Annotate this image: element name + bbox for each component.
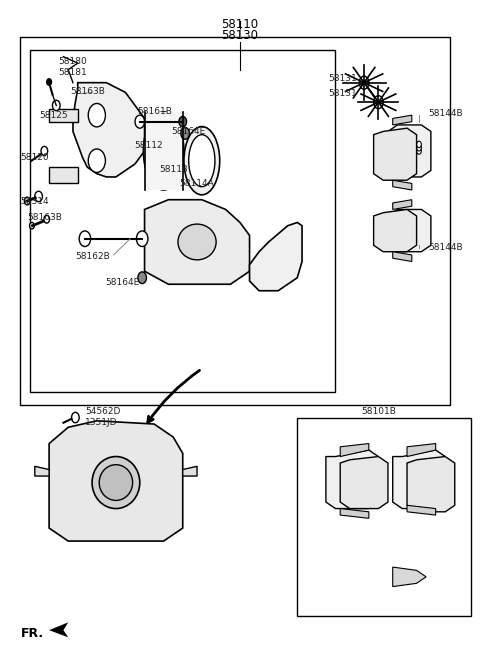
Text: 58163B: 58163B	[71, 87, 106, 95]
Ellipse shape	[99, 465, 132, 500]
Circle shape	[52, 100, 60, 110]
Circle shape	[373, 96, 383, 108]
Polygon shape	[373, 128, 417, 180]
Circle shape	[41, 146, 48, 155]
Text: 58110: 58110	[221, 18, 259, 31]
Text: 58161B: 58161B	[137, 108, 172, 116]
Polygon shape	[49, 421, 183, 541]
Polygon shape	[340, 443, 369, 456]
Circle shape	[179, 116, 187, 127]
Circle shape	[88, 103, 106, 127]
Polygon shape	[407, 456, 455, 512]
Text: 58125: 58125	[39, 110, 68, 119]
Circle shape	[30, 223, 34, 229]
Text: 58114A: 58114A	[179, 179, 214, 188]
Polygon shape	[393, 450, 445, 509]
Polygon shape	[49, 622, 68, 637]
Polygon shape	[393, 115, 412, 125]
Polygon shape	[373, 210, 417, 251]
Text: 58162B: 58162B	[75, 252, 110, 261]
Text: 58314: 58314	[21, 197, 49, 206]
Text: 58144B: 58144B	[429, 109, 463, 118]
Circle shape	[47, 79, 51, 86]
Ellipse shape	[178, 224, 216, 260]
Polygon shape	[183, 466, 197, 476]
Text: 58131: 58131	[328, 74, 357, 83]
Polygon shape	[393, 251, 412, 261]
Text: 1351JD: 1351JD	[85, 418, 118, 427]
Text: 58180
58181: 58180 58181	[59, 57, 87, 77]
Polygon shape	[340, 456, 388, 509]
Text: 58131: 58131	[328, 89, 357, 98]
Polygon shape	[340, 509, 369, 518]
Ellipse shape	[148, 120, 179, 182]
Circle shape	[369, 476, 373, 483]
Circle shape	[24, 197, 30, 205]
Polygon shape	[388, 210, 431, 251]
Circle shape	[417, 141, 421, 148]
Text: FR.: FR.	[21, 627, 44, 640]
Circle shape	[369, 479, 373, 486]
Polygon shape	[144, 200, 250, 284]
Ellipse shape	[184, 127, 220, 195]
Polygon shape	[35, 466, 49, 476]
Circle shape	[72, 412, 79, 422]
Polygon shape	[388, 125, 431, 177]
Circle shape	[35, 191, 42, 202]
Circle shape	[360, 76, 369, 89]
Ellipse shape	[181, 127, 190, 139]
Text: 58120: 58120	[21, 153, 49, 162]
Polygon shape	[407, 505, 436, 515]
Polygon shape	[250, 223, 302, 291]
Polygon shape	[49, 108, 78, 121]
Polygon shape	[49, 167, 78, 183]
Polygon shape	[73, 83, 144, 177]
Text: 54562D: 54562D	[85, 407, 120, 415]
Text: 58113: 58113	[159, 165, 188, 174]
Ellipse shape	[189, 135, 215, 187]
Polygon shape	[393, 180, 412, 190]
Bar	[144, 112, 183, 190]
Circle shape	[417, 148, 421, 154]
Polygon shape	[393, 567, 426, 586]
Polygon shape	[326, 450, 378, 509]
Bar	[21, 37, 450, 404]
Circle shape	[135, 115, 144, 128]
Ellipse shape	[138, 272, 146, 283]
Text: 58112: 58112	[134, 140, 163, 150]
Text: 58144B: 58144B	[429, 243, 463, 251]
Text: 58164E: 58164E	[106, 278, 140, 287]
Circle shape	[44, 215, 49, 223]
Circle shape	[369, 473, 373, 479]
Text: 58163B: 58163B	[28, 213, 62, 222]
Text: 58130: 58130	[221, 29, 259, 42]
Circle shape	[79, 231, 91, 247]
Circle shape	[88, 149, 106, 172]
Bar	[30, 50, 336, 392]
Polygon shape	[393, 200, 412, 210]
Polygon shape	[407, 443, 436, 456]
Ellipse shape	[92, 456, 140, 509]
Bar	[297, 417, 471, 616]
Circle shape	[136, 231, 148, 247]
Circle shape	[417, 144, 421, 151]
Text: 58164E: 58164E	[171, 127, 205, 136]
Ellipse shape	[144, 112, 184, 190]
Text: 58101B: 58101B	[362, 407, 396, 415]
